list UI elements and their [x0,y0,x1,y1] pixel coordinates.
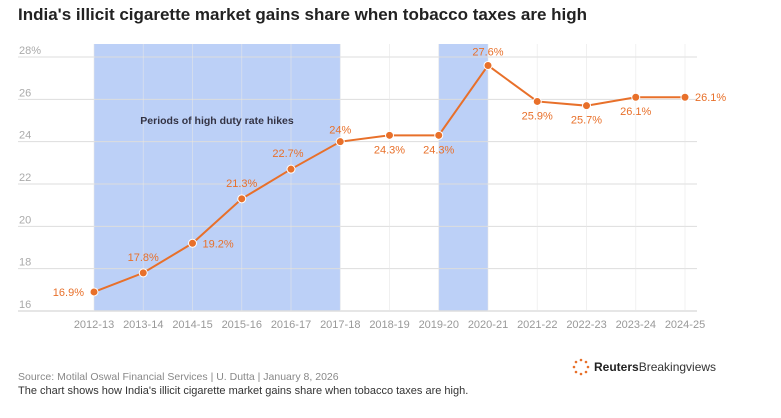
shade-annotation: Periods of high duty rate hikes [140,115,294,127]
data-label: 17.8% [128,252,159,264]
data-label: 27.6% [472,46,503,58]
data-label: 26.1% [620,106,651,118]
x-tick-label: 2023-24 [616,319,656,331]
data-label: 21.3% [226,178,257,190]
data-point [138,268,148,278]
data-point [286,164,296,174]
data-label: 25.7% [571,115,602,127]
shaded-period [94,44,341,311]
data-point [335,137,345,147]
x-tick-label: 2022-23 [566,319,606,331]
x-tick-label: 2017-18 [320,319,360,331]
y-tick-label: 26 [19,87,31,99]
line-chart: 16 18 20 22 24 26 28% 2012-13 2013-14 2014-15 2015… [18,44,726,331]
y-tick-label: 20 [19,214,31,226]
x-tick-label: 2015-16 [222,319,262,331]
data-point [385,130,394,140]
data-label: 26.1% [695,92,726,104]
y-tick-label: 24 [19,130,31,142]
x-tick-label: 2019-20 [419,319,459,331]
data-point [680,92,690,102]
source-note: Source: Motilal Oswal Financial Services… [18,371,339,383]
y-tick-label: 16 [19,299,31,311]
shaded-period [438,44,488,311]
x-tick-label: 2024-25 [665,319,705,331]
data-label: 22.7% [272,148,303,160]
data-point [188,238,197,248]
data-point [582,101,591,111]
x-tick-label: 2012-13 [74,319,114,331]
y-tick-label: 28% [19,45,41,57]
data-label: 24% [329,125,351,137]
data-point [631,92,641,102]
data-point [532,96,542,106]
data-point [237,194,247,204]
chart-description: The chart shows how India's illicit ciga… [18,385,469,397]
data-label: 24.3% [423,144,454,156]
x-tick-label: 2020-21 [468,319,508,331]
x-tick-label: 2018-19 [369,319,409,331]
logo-bold: Reuters [594,360,639,374]
x-tick-label: 2014-15 [172,319,212,331]
reuters-logo-icon [572,358,590,376]
y-tick-label: 22 [19,172,31,184]
data-label: 19.2% [203,238,234,250]
y-tick-label: 18 [19,257,31,269]
data-point [434,130,444,140]
x-tick-label: 2016-17 [271,319,311,331]
data-label: 24.3% [374,144,405,156]
data-point [89,287,99,297]
logo-rest: Breakingviews [638,360,717,374]
x-tick-label: 2021-22 [517,319,557,331]
x-tick-label: 2013-14 [123,319,163,331]
data-label: 25.9% [522,110,553,122]
data-label: 16.9% [53,287,84,299]
chart-title: India's illicit cigarette market gains s… [18,5,588,24]
reuters-breakingviews-logo: ReutersBreakingviews [572,358,716,376]
data-point [483,60,493,70]
